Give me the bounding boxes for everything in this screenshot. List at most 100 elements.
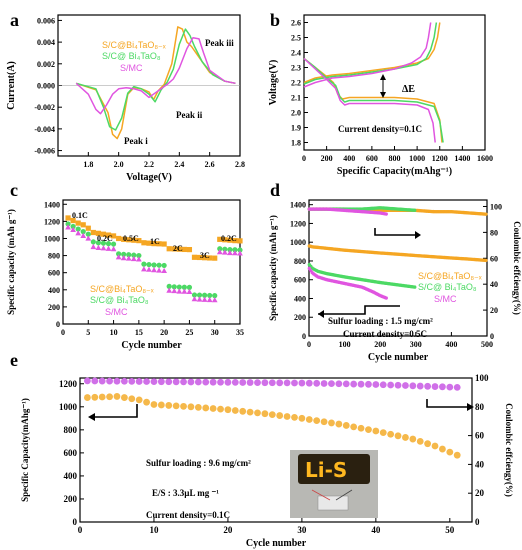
x-tick-label: 0 bbox=[61, 328, 65, 337]
rate-point bbox=[110, 233, 117, 239]
y-axis-label: Specific capacity (mAh g⁻¹) bbox=[268, 215, 278, 321]
ce-point bbox=[83, 377, 91, 385]
capacity-point bbox=[431, 442, 439, 450]
ce-point bbox=[384, 212, 388, 216]
capacity-point bbox=[384, 296, 388, 300]
capacity-point bbox=[150, 401, 158, 408]
y2-tick-label: 80 bbox=[475, 402, 485, 412]
rate-point bbox=[211, 297, 218, 303]
y-tick-label: 800 bbox=[48, 252, 60, 261]
y-tick-label: 600 bbox=[48, 269, 60, 278]
y-tick-label: 600 bbox=[64, 448, 78, 458]
rate-point bbox=[110, 246, 117, 252]
black-wire bbox=[335, 489, 353, 501]
rate-point bbox=[161, 262, 167, 269]
y-tick-label: 2.1 bbox=[291, 94, 301, 103]
rate-point bbox=[161, 241, 167, 247]
ce-point bbox=[128, 377, 136, 385]
c-rate-0-2c-recovery: 0.2C bbox=[221, 234, 237, 243]
ce-point bbox=[187, 378, 195, 386]
capacity-point bbox=[313, 417, 321, 425]
x-tick-label: 15 bbox=[135, 328, 143, 337]
ce-point bbox=[143, 378, 150, 385]
x-tick-label: 400 bbox=[445, 340, 457, 349]
rate-point bbox=[75, 226, 81, 232]
x-tick-label: 10 bbox=[149, 525, 159, 535]
x-tick-label: 600 bbox=[366, 154, 378, 163]
rate-point bbox=[95, 230, 101, 236]
capacity-point bbox=[128, 395, 136, 403]
rate-point bbox=[166, 246, 172, 252]
x-tick-label: 30 bbox=[211, 328, 219, 337]
x-tick-label: 0 bbox=[78, 525, 83, 535]
rate-point bbox=[171, 284, 177, 290]
rate-point bbox=[85, 225, 91, 231]
ce-point bbox=[413, 208, 417, 212]
rate-point bbox=[65, 224, 71, 230]
rate-point bbox=[131, 252, 137, 258]
e-es-ratio: E/S : 3.3µL mg ⁻¹ bbox=[152, 488, 219, 498]
y-tick-label: 400 bbox=[48, 286, 60, 295]
cv-curve bbox=[75, 26, 236, 140]
d-right-arrowhead bbox=[415, 231, 421, 239]
ce-point bbox=[113, 377, 121, 385]
d-current-density: Current density=0.5C bbox=[343, 329, 427, 339]
b-delta-label: ΔE bbox=[402, 84, 415, 95]
y-tick-label: 400 bbox=[294, 294, 306, 303]
a-peak-ii: Peak ii bbox=[176, 110, 203, 120]
ce-point bbox=[120, 377, 128, 385]
rate-point bbox=[105, 232, 112, 238]
rate-point bbox=[100, 231, 107, 237]
ce-point bbox=[328, 380, 335, 388]
x-tick-label: 20 bbox=[160, 328, 168, 337]
y-tick-label: 0.002 bbox=[37, 60, 55, 69]
rate-point bbox=[176, 288, 183, 294]
rate-point bbox=[151, 241, 157, 247]
capacity-point bbox=[261, 410, 269, 418]
x-tick-label: 20 bbox=[223, 525, 233, 535]
capacity-point bbox=[409, 435, 417, 443]
rate-point bbox=[126, 252, 132, 258]
rate-point bbox=[146, 261, 152, 268]
rate-point bbox=[202, 292, 208, 298]
led-panel bbox=[298, 454, 370, 484]
capacity-point bbox=[298, 414, 306, 422]
panel-c-letter: c bbox=[10, 180, 18, 200]
capacity-point bbox=[320, 418, 328, 426]
c-rate-0-2c: 0.2C bbox=[97, 234, 113, 243]
ce-point bbox=[209, 378, 217, 386]
rate-point bbox=[75, 230, 82, 236]
e-current-density: Current density=0.1C bbox=[146, 510, 230, 520]
y-tick-label: 0 bbox=[73, 517, 78, 527]
capacity-point bbox=[217, 405, 224, 413]
e-sulfur-loading: Sulfur loading : 9.6 mg/cm² bbox=[146, 458, 251, 468]
x-axis-label: Voltage(V) bbox=[126, 172, 172, 183]
x-axis-label: Cycle number bbox=[121, 340, 182, 351]
ce-point bbox=[313, 379, 321, 387]
rate-point bbox=[227, 247, 233, 253]
y-tick-label: 2.5 bbox=[291, 34, 301, 43]
y-tick-label: 2.2 bbox=[291, 79, 301, 88]
y2-tick-label: 0 bbox=[475, 517, 480, 527]
y2-tick-label: 100 bbox=[490, 202, 502, 211]
capacity-point bbox=[350, 423, 358, 431]
ce-point bbox=[379, 381, 387, 389]
rate-point bbox=[176, 246, 182, 252]
x-tick-label: 1200 bbox=[432, 154, 448, 163]
x-axis-label: Specific Capacity(mAhg⁻¹) bbox=[337, 166, 452, 177]
a-peak-i: Peak i bbox=[124, 136, 148, 146]
x-tick-label: 35 bbox=[236, 328, 244, 337]
d-legend-bi4tao8x: S/C@Bi₄TaO₈₋ₓ bbox=[418, 271, 482, 281]
x-tick-label: 2.2 bbox=[144, 160, 154, 169]
led-text: Li-S bbox=[305, 458, 347, 482]
capacity-point bbox=[165, 402, 173, 409]
rate-point bbox=[191, 254, 198, 260]
rate-point bbox=[70, 226, 76, 233]
voltage-profile bbox=[303, 22, 432, 88]
capacity-point bbox=[98, 393, 106, 401]
capacity-point bbox=[202, 404, 210, 412]
rate-point bbox=[186, 288, 193, 295]
y2-tick-label: 60 bbox=[475, 431, 485, 441]
y-tick-label: 1200 bbox=[59, 379, 78, 389]
